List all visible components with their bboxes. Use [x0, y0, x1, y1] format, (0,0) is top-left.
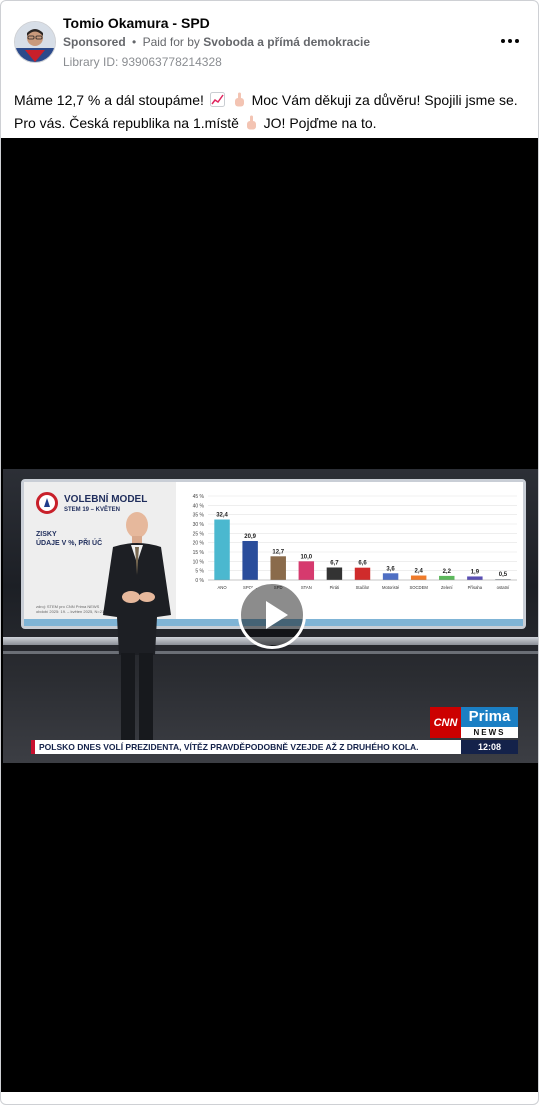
chart-y-tick-label: 35 % [193, 513, 205, 519]
chart-data-label: 32,4 [216, 513, 228, 519]
chart-category-label: Přísaha [468, 585, 483, 590]
cnn-prima-news-logo: CNN Prima NEWS [430, 707, 518, 738]
chart-bar [354, 567, 371, 580]
chart-category-label: Zelení [441, 585, 453, 590]
chart-category-label: STAN [301, 585, 312, 590]
chart-bar [270, 556, 286, 580]
chart-background [176, 482, 523, 619]
stage-rail-lower [3, 651, 538, 654]
chart-bar [242, 540, 258, 580]
chart-bar [410, 575, 427, 580]
chart-data-label: 6,6 [358, 561, 367, 567]
chart-category-label: Motoristé [382, 585, 400, 590]
chart-bar [467, 576, 483, 580]
chart-y-tick-label: 5 % [195, 569, 204, 575]
screen-gains-label: ZISKY ÚDAJE V %, PŘI ÚČ [36, 530, 102, 548]
ad-text-segment: Moc Vám děkuji za důvěru! Spojili jsme s… [251, 92, 518, 108]
chart-bar [439, 575, 455, 580]
stem-logo-icon [36, 492, 58, 514]
chart-bar [214, 519, 230, 580]
poll-bar-chart: 45 % 40 % 35 % 30 % 25 % 20 % 15 % 10 % 5 % 0 % 32… [176, 482, 523, 619]
chart-y-tick-label: 30 % [193, 522, 205, 528]
ticker-clock: 12:08 [461, 740, 518, 754]
presenter-figure [103, 512, 171, 753]
chart-y-tick-label: 0 % [195, 578, 204, 584]
news-logo: NEWS [461, 727, 518, 738]
chart-category-label: Piráti [330, 585, 340, 590]
page-name[interactable]: Tomio Okamura - SPD [63, 15, 210, 31]
prima-logo: Prima [461, 707, 518, 727]
chart-bar [326, 567, 343, 580]
chart-category-label: ostatní [497, 585, 510, 590]
post-header: Tomio Okamura - SPD Sponsored • Paid for… [1, 1, 538, 77]
chart-category-label: ANO [218, 585, 228, 590]
video-frame: VOLEBNÍ MODEL STEM 19 – KVĚTEN ZISKY ÚDA… [3, 469, 538, 763]
paid-for-by-link[interactable]: Svoboda a přímá demokracie [203, 35, 371, 49]
cnn-logo: CNN [430, 707, 461, 738]
ad-text-segment: JO! Pojďme na to. [263, 115, 377, 131]
more-dot-icon [508, 39, 512, 43]
chart-data-label: 12,7 [272, 549, 284, 555]
chart-data-label: 2,4 [415, 569, 424, 575]
source-line: období 2025: 19. – květen 2025, N=2143 [36, 609, 109, 614]
ad-text-segment: Pro vás. Česká republika na 1.místě [14, 115, 239, 131]
news-ticker: POLSKO DNES VOLÍ PREZIDENTA, VÍTĚZ PRAVD… [31, 740, 461, 754]
chart-increasing-emoji [209, 92, 225, 113]
chart-y-tick-label: 10 % [193, 559, 205, 565]
screen-info-panel: VOLEBNÍ MODEL STEM 19 – KVĚTEN ZISKY ÚDA… [24, 482, 176, 626]
screen-source: zdroj: STEM pro CNN Prima NEWS období 20… [36, 604, 109, 614]
chart-data-label: 20,9 [244, 534, 256, 540]
chart-y-tick-label: 45 % [193, 494, 205, 500]
chart-data-label: 0,5 [499, 572, 508, 578]
chart-y-tick-label: 20 % [193, 541, 205, 547]
more-options-button[interactable] [498, 31, 522, 51]
chart-data-label: 3,6 [386, 566, 395, 572]
index-pointing-up-emoji [233, 92, 246, 113]
chart-y-tick-label: 15 % [193, 550, 205, 556]
ad-body-text: Máme 12,7 % a dál stoupáme! Moc Vám děku… [14, 90, 526, 136]
chart-category-label: SOCDEM [409, 585, 428, 590]
chart-data-label: 10,0 [300, 554, 312, 560]
profile-photo [15, 22, 55, 62]
paid-for-prefix: Paid for by [142, 35, 200, 49]
more-dot-icon [515, 39, 519, 43]
chart-data-label: 2,2 [443, 569, 452, 575]
avatar[interactable] [14, 21, 56, 63]
more-dot-icon [501, 39, 505, 43]
chart-y-tick-label: 40 % [193, 503, 205, 509]
screen-title: VOLEBNÍ MODEL [64, 494, 148, 505]
ad-text-segment: Máme 12,7 % a dál stoupáme! [14, 92, 204, 108]
chart-bar [495, 579, 511, 580]
gains-line: ZISKY [36, 531, 57, 538]
chart-y-tick-label: 25 % [193, 531, 205, 537]
video-player[interactable]: VOLEBNÍ MODEL STEM 19 – KVĚTEN ZISKY ÚDA… [1, 138, 538, 1092]
chart-bar [298, 561, 315, 580]
screen-subtitle: STEM 19 – KVĚTEN [64, 507, 121, 513]
chart-bar [382, 573, 399, 580]
sponsored-row: Sponsored • Paid for by Svoboda a přímá … [63, 35, 370, 49]
sponsored-label: Sponsored [63, 35, 126, 49]
source-line: zdroj: STEM pro CNN Prima NEWS [36, 604, 100, 609]
index-pointing-up-emoji [245, 115, 258, 136]
library-id: Library ID: 939063778214328 [63, 55, 222, 69]
play-button[interactable] [238, 581, 306, 649]
gains-line: ÚDAJE V %, PŘI ÚČ [36, 540, 103, 547]
chart-data-label: 6,7 [330, 560, 339, 566]
chart-category-label: Stačilo! [356, 585, 370, 590]
studio-screen: VOLEBNÍ MODEL STEM 19 – KVĚTEN ZISKY ÚDA… [21, 479, 526, 629]
separator-dot: • [132, 35, 137, 49]
chart-data-label: 1,9 [471, 569, 480, 575]
